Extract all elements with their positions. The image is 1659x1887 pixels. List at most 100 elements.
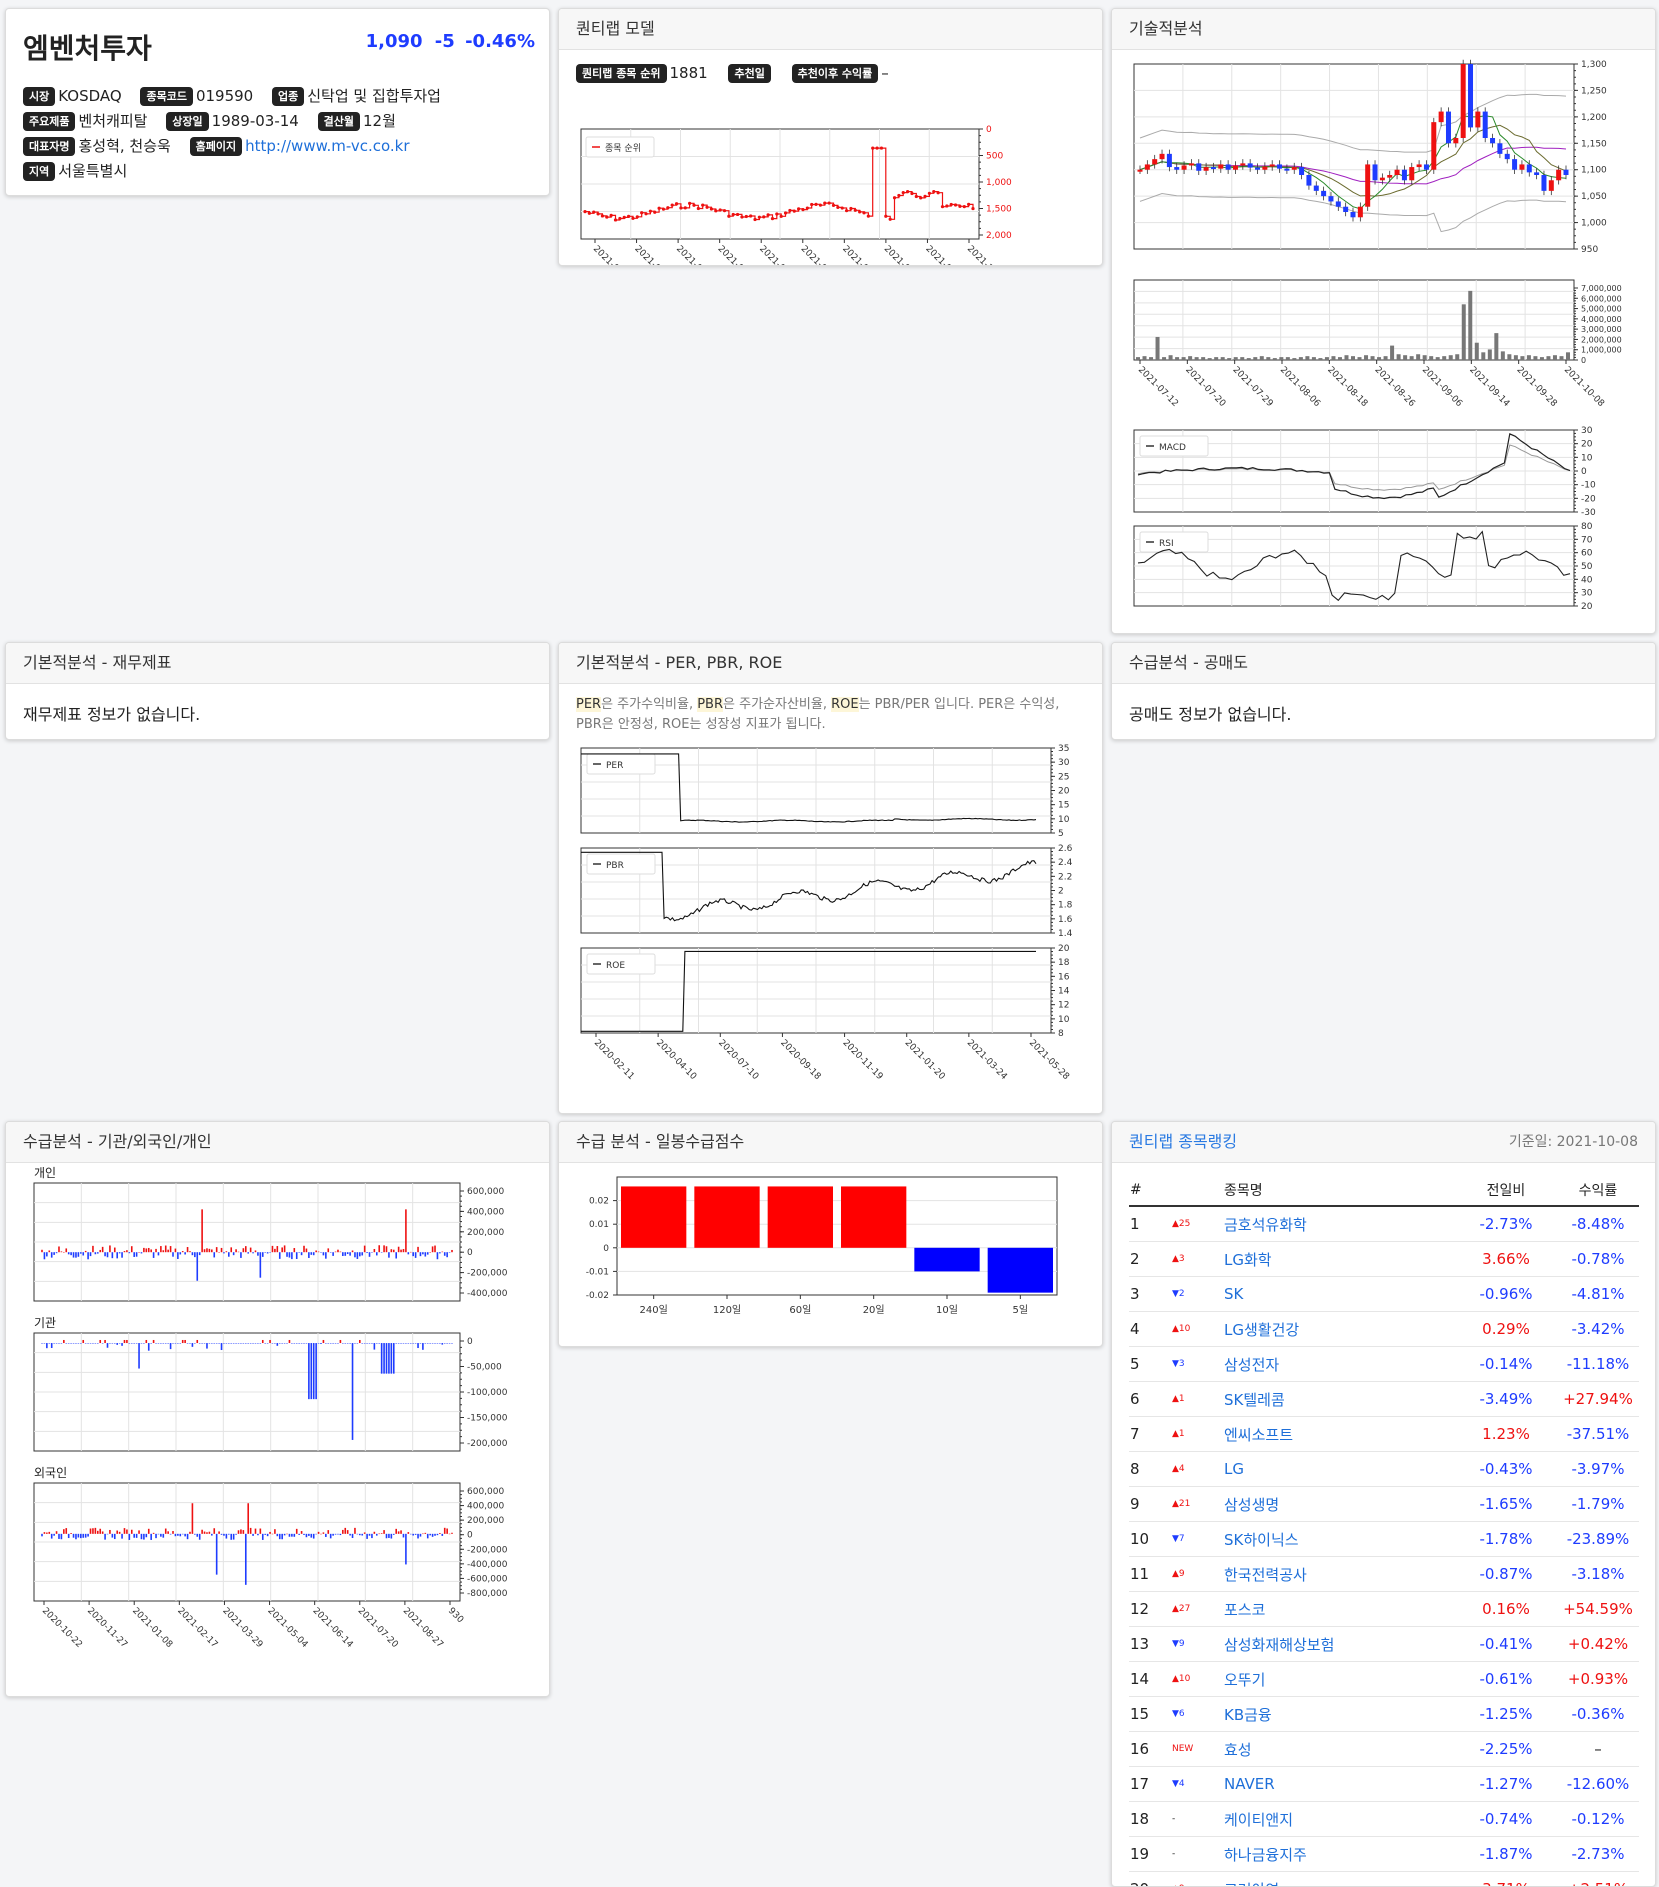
table-row[interactable]: 19-하나금융지주-1.87%-2.73% xyxy=(1129,1837,1639,1872)
stock-name-link[interactable]: SK xyxy=(1223,1277,1455,1312)
y-tick-label: 80 xyxy=(1581,522,1593,532)
volume-bar xyxy=(1253,357,1257,360)
card-title: 퀀티랩 모델 xyxy=(559,9,1102,50)
flow-bar xyxy=(192,1343,194,1347)
rank-point xyxy=(627,215,630,218)
stock-name-link[interactable]: NAVER xyxy=(1223,1767,1455,1802)
stock-name-link[interactable]: LG생활건강 xyxy=(1223,1312,1455,1347)
stock-name-link[interactable]: SK하이닉스 xyxy=(1223,1522,1455,1557)
x-tick-label: 2020-11-19 xyxy=(840,1038,884,1082)
volume-bar xyxy=(1488,349,1492,360)
y-tick-label: 10 xyxy=(1058,815,1070,825)
homepage-link[interactable]: http://www.m-vc.co.kr xyxy=(245,137,409,155)
volume-bar xyxy=(1286,357,1290,360)
flow-bar xyxy=(369,1343,371,1344)
flow-bar xyxy=(264,1343,266,1344)
flow-bar xyxy=(206,1248,208,1252)
flow-bar xyxy=(233,1252,235,1255)
stock-name-link[interactable]: 한국전력공사 xyxy=(1223,1557,1455,1592)
rank-point xyxy=(950,203,953,206)
flow-bar xyxy=(44,1343,46,1344)
flow-bar xyxy=(243,1343,245,1344)
candle-body xyxy=(1564,170,1569,175)
flow-bar xyxy=(211,1343,213,1344)
day-change: -0.74% xyxy=(1455,1802,1557,1837)
flow-bar xyxy=(211,1249,213,1252)
stock-name-link[interactable]: SK텔레콤 xyxy=(1223,1382,1455,1417)
day-change: 0.29% xyxy=(1455,1312,1557,1347)
stock-name-link[interactable]: 금호석유화학 xyxy=(1223,1206,1455,1242)
flow-bar xyxy=(257,1534,259,1535)
flow-bar xyxy=(61,1343,63,1344)
flow-bar xyxy=(46,1343,48,1348)
flow-bar xyxy=(376,1534,378,1536)
stock-name-link[interactable]: 삼성화재해상보험 xyxy=(1223,1627,1455,1662)
stock-name-link[interactable]: 삼성생명 xyxy=(1223,1487,1455,1522)
stock-name-link[interactable]: LG xyxy=(1223,1452,1455,1487)
ranking-header: 퀀티랩 종목랭킹 기준일: 2021-10-08 xyxy=(1112,1122,1655,1163)
x-tick-label: 2021-07-20 xyxy=(632,244,676,265)
flow-bar xyxy=(223,1252,225,1253)
stock-name-link[interactable]: 삼성전자 xyxy=(1223,1347,1455,1382)
flow-bar xyxy=(425,1343,427,1344)
candle-body xyxy=(1284,169,1289,171)
info-label: 주요제품 xyxy=(23,112,75,131)
ranking-title[interactable]: 퀀티랩 종목랭킹 xyxy=(1129,1132,1237,1151)
rank-number: 13 xyxy=(1129,1627,1171,1662)
stock-name-link[interactable]: 케이티앤지 xyxy=(1223,1802,1455,1837)
candle-body xyxy=(1424,164,1429,169)
valuation-card: 기본적분석 - PER, PBR, ROE PER은 주가수익비율, PBR은 … xyxy=(558,642,1103,1114)
candle-body xyxy=(1527,164,1532,172)
flow-bar xyxy=(412,1252,414,1256)
rank-point xyxy=(583,210,586,213)
x-tick-label: 2021-07-20 xyxy=(356,1606,400,1650)
stock-name-link[interactable]: 하나금융지주 xyxy=(1223,1837,1455,1872)
flow-bar xyxy=(262,1340,264,1343)
y-tick-label: 16 xyxy=(1058,972,1070,982)
flow-bar xyxy=(313,1252,315,1255)
flow-bar xyxy=(315,1534,317,1535)
flow-bar xyxy=(194,1534,196,1535)
stock-name-link[interactable]: 효성 xyxy=(1223,1732,1455,1767)
col-header: 종목명 xyxy=(1223,1175,1455,1206)
stock-change-pct: -0.46% xyxy=(465,31,535,52)
stock-name-link[interactable]: 포스코 xyxy=(1223,1592,1455,1627)
flow-bar xyxy=(361,1534,363,1536)
stock-name-link[interactable]: LG화학 xyxy=(1223,1242,1455,1277)
x-tick-label: 930 xyxy=(446,1606,465,1625)
flow-bar xyxy=(267,1252,269,1253)
table-row[interactable]: 18-케이티앤지-0.74%-0.12% xyxy=(1129,1802,1639,1837)
candle-body xyxy=(1240,163,1245,165)
stock-name-link[interactable]: 엔씨소프트 xyxy=(1223,1417,1455,1452)
candle-body xyxy=(1387,175,1392,178)
stock-name-link[interactable]: 오뚜기 xyxy=(1223,1662,1455,1697)
day-change: 3.66% xyxy=(1455,1242,1557,1277)
y-tick-label: -400,000 xyxy=(467,1560,508,1570)
flow-bar xyxy=(432,1246,434,1252)
flow-bar xyxy=(131,1343,133,1344)
stock-name-link[interactable]: KB금융 xyxy=(1223,1697,1455,1732)
candle-body xyxy=(1453,138,1458,143)
info-value: 서울특별시 xyxy=(58,162,127,180)
volume-bar xyxy=(1481,352,1485,360)
flow-bar xyxy=(206,1532,208,1534)
ranking-card: 퀀티랩 종목랭킹 기준일: 2021-10-08 # 종목명 전일비 수익률 1… xyxy=(1111,1121,1656,1887)
flow-bar xyxy=(184,1340,186,1343)
